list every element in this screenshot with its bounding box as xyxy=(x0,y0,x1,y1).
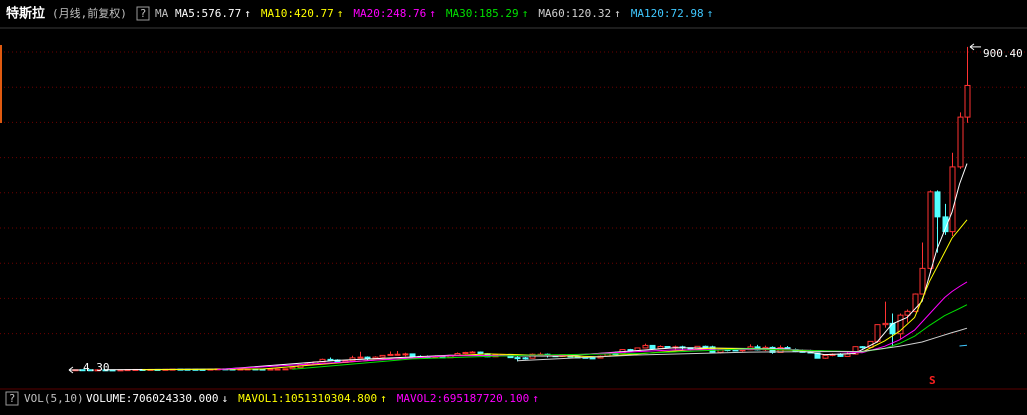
help-button[interactable] xyxy=(5,391,19,406)
chart-title: 特斯拉 xyxy=(6,6,45,22)
candle-body xyxy=(904,310,911,316)
help-icon[interactable]: ? xyxy=(140,7,147,20)
legend-arrow: ↑ xyxy=(380,392,387,405)
candle-body xyxy=(522,357,529,360)
candle-body xyxy=(927,191,934,269)
candle-body xyxy=(642,344,649,349)
candle-body xyxy=(822,354,829,359)
ma-line xyxy=(217,281,968,370)
candle-body xyxy=(402,353,409,356)
legend-arrow: ↑ xyxy=(429,7,436,20)
candle-body xyxy=(859,346,866,349)
legend-label: MA20:248.76 xyxy=(353,7,426,20)
legend-label: MA5:576.77 xyxy=(175,7,241,20)
ma-line xyxy=(104,163,968,371)
candle-body xyxy=(477,351,484,355)
legend-label: MAVOL1:1051310304.800 xyxy=(238,392,377,405)
candle-body xyxy=(702,345,709,348)
candle-body xyxy=(814,352,821,359)
candle-body xyxy=(942,216,949,233)
candle-body xyxy=(957,116,964,168)
signal-marker: S xyxy=(929,374,936,387)
candle-body xyxy=(364,356,371,360)
candle-body xyxy=(882,322,889,326)
legend: MA5:576.77 ↑ MA10:420.77 ↑ MA20:248.76 ↑ MA30:… xyxy=(175,7,713,20)
annotation-arrowhead xyxy=(969,43,975,51)
candle-body xyxy=(852,346,859,355)
candle-body xyxy=(357,356,364,359)
plot-area: 900.40 4.30 xyxy=(68,43,1023,374)
legend-arrow: ↓ xyxy=(221,392,228,405)
legend-arrow: ↑ xyxy=(244,7,251,20)
candle-body xyxy=(732,349,739,352)
legend-label: MA120:72.98 xyxy=(631,7,704,20)
candle-body xyxy=(514,357,521,360)
candle-body xyxy=(949,166,956,233)
candle-body xyxy=(964,84,971,118)
legend-arrow: ↑ xyxy=(532,392,539,405)
legend-arrow: ↑ xyxy=(614,7,621,20)
ma-line xyxy=(292,304,968,370)
left-marker xyxy=(0,45,2,123)
candle-body xyxy=(934,191,941,218)
legend-label: VOLUME:706024330.000 xyxy=(86,392,218,405)
candle-body xyxy=(469,351,476,354)
candle-body xyxy=(394,353,401,356)
legend-label: MAVOL2:695187720.100 xyxy=(397,392,529,405)
ma-line xyxy=(959,344,968,347)
candle-body xyxy=(649,344,656,349)
help-icon[interactable]: ? xyxy=(9,392,16,405)
candle-body xyxy=(387,353,394,356)
candle-body xyxy=(94,369,101,372)
legend-arrow: ↑ xyxy=(337,7,344,20)
volume-title: VOL(5,10) xyxy=(24,392,84,405)
candle-body xyxy=(379,354,386,358)
legend-label: MA60:120.32 xyxy=(538,7,611,20)
chart-subtitle: (月线,前复权) xyxy=(52,6,127,20)
candle-body xyxy=(267,368,274,371)
candle-body xyxy=(589,357,596,360)
candle-body xyxy=(897,314,904,335)
candle-body xyxy=(274,368,281,371)
legend-arrow: ↑ xyxy=(522,7,529,20)
candle-body xyxy=(409,353,416,357)
annotation-label: 900.40 xyxy=(983,47,1023,60)
volume-legend: VOLUME:706024330.000 ↓ MAVOL1:1051310304.8… xyxy=(86,392,539,405)
candle-body xyxy=(657,345,664,349)
candle-body xyxy=(912,293,919,312)
candle-body xyxy=(327,358,334,361)
annotation-label: 4.30 xyxy=(83,361,110,374)
annotation-arrowhead xyxy=(68,366,74,374)
legend-label: MA10:420.77 xyxy=(261,7,334,20)
candle-body xyxy=(919,267,926,295)
candle-body xyxy=(87,369,94,372)
help-button[interactable] xyxy=(136,6,150,21)
legend-label: MA30:185.29 xyxy=(446,7,519,20)
indicator-name: MA xyxy=(155,7,169,20)
candle-body xyxy=(844,353,851,357)
ma-line xyxy=(517,327,968,362)
candle-body xyxy=(282,368,289,371)
candle-body xyxy=(462,351,469,355)
legend-arrow: ↑ xyxy=(707,7,714,20)
